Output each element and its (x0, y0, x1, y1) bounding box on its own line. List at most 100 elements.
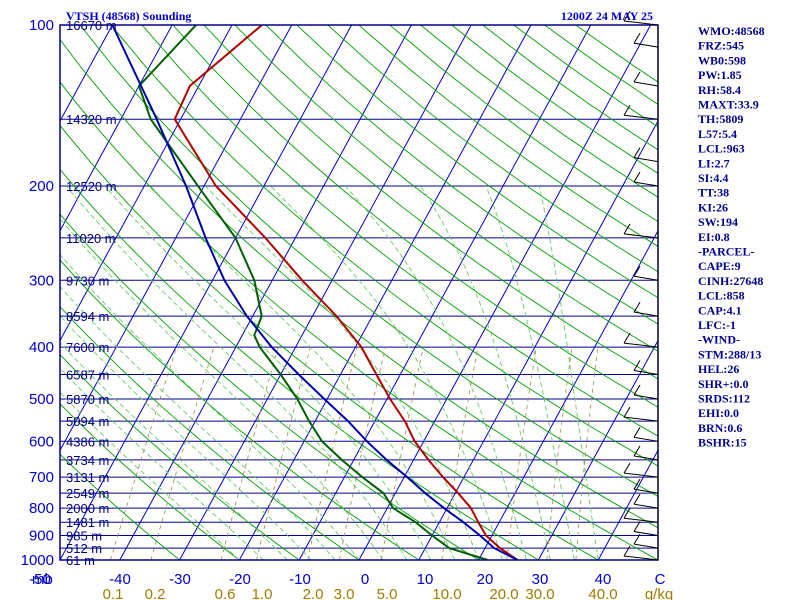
index-value: STM:288/13 (698, 347, 761, 361)
index-value: CINH:27648 (698, 274, 763, 288)
dry-adiabat-line (110, 25, 658, 467)
wind-barb (623, 416, 659, 422)
pressure-tick-label: 200 (29, 178, 54, 195)
wind-barb (633, 42, 659, 48)
index-value: KI:26 (698, 200, 728, 214)
dry-adiabat-line (60, 453, 180, 560)
isotherm-line (60, 25, 353, 560)
wind-barb-flag (633, 266, 641, 277)
index-value: CAPE:9 (698, 259, 741, 273)
mixing-ratio-line (380, 347, 424, 560)
index-value: LCL:858 (698, 289, 745, 303)
pressure-tick-label: 100 (29, 17, 54, 34)
wind-barb-flag (633, 478, 641, 490)
wind-barb (623, 20, 659, 26)
sounding-profiles (111, 25, 519, 560)
moist-adiabat-line (150, 185, 456, 560)
mixing-ratio-label: 0.6 (215, 586, 236, 600)
index-value: PW:1.85 (698, 68, 742, 82)
wind-barb-flag (633, 445, 641, 457)
wind-barb (633, 275, 659, 281)
wind-barb (623, 114, 659, 120)
mixing-ratio-label: 1.0 (252, 586, 273, 600)
temperature-tick-label: C (655, 571, 666, 588)
pressure-tick-label: 300 (29, 272, 54, 289)
wind-barb-flag (633, 301, 641, 313)
wind-barb-flag (623, 223, 631, 235)
isotherm-line (238, 25, 532, 560)
moist-adiabat-line (420, 185, 551, 560)
moist-adiabat-line (485, 185, 575, 560)
index-value: SW:194 (698, 215, 738, 229)
wind-barb-flag (633, 533, 641, 545)
moist-adiabat-line (60, 391, 240, 560)
index-value: WB0:598 (698, 53, 746, 67)
wind-barb-flag (633, 427, 641, 438)
index-value: CAP:4.1 (698, 303, 742, 317)
temperature-tick-label: 0 (361, 571, 369, 588)
wind-barb (633, 311, 659, 317)
isotherm-line (298, 25, 592, 560)
sounding-time: 1200Z 24 MAY 25 (561, 9, 653, 23)
wind-barb-flag (623, 104, 631, 116)
height-label: 1481 m (66, 515, 109, 530)
dry-adiabat-line (60, 259, 420, 560)
mixing-ratio-label: 10.0 (432, 586, 461, 600)
mixing-ratio-line (546, 347, 573, 560)
moist-adiabat-line (60, 218, 384, 560)
height-label: 11020 m (66, 231, 116, 246)
moist-adiabat-line (204, 185, 480, 560)
index-value: HEL:26 (698, 362, 739, 376)
chart-title: VTSH (48568) Sounding (66, 9, 191, 23)
height-label: 9730 m (66, 273, 109, 288)
height-label: 12520 m (66, 179, 117, 194)
height-label: 512 m (66, 541, 102, 556)
parcel-profile-line (111, 25, 518, 560)
index-value: SRDS:112 (698, 392, 750, 406)
wind-barb-flag (623, 545, 631, 557)
indices-panel: WMO:48568FRZ:545WB0:598PW:1.85RH:58.4MAX… (698, 24, 765, 450)
index-value: TH:5809 (698, 112, 743, 126)
index-value: SI:4.4 (698, 171, 728, 185)
wind-barb (633, 81, 659, 87)
wind-barb-flag (633, 32, 641, 44)
mixing-ratio-line (506, 347, 537, 560)
isotherm-line (478, 229, 658, 560)
index-value: SHR+:0.0 (698, 377, 749, 391)
dry-adiabat-line (60, 353, 300, 560)
index-value: WMO:48568 (698, 24, 765, 38)
height-label: 2549 m (66, 486, 109, 501)
isotherm-line (60, 25, 233, 342)
height-label: 16670 m (66, 18, 117, 33)
index-value: L57:5.4 (698, 127, 737, 141)
mixing-ratio-label: 30.0 (525, 586, 554, 600)
index-value: LFC:-1 (698, 318, 736, 332)
temperature-tick-label: 20 (477, 571, 494, 588)
index-value: TT:38 (698, 186, 729, 200)
wind-barb (633, 157, 659, 163)
mixing-ratio-line (256, 346, 311, 560)
mixing-ratio-line (339, 347, 386, 560)
index-value: -PARCEL- (698, 245, 754, 259)
dry-adiabat-line (60, 213, 479, 560)
pressure-tick-label: 400 (29, 339, 54, 356)
temperature-tick-label: 40 (595, 571, 612, 588)
wind-barb (633, 543, 659, 549)
wind-barb-flag (623, 10, 631, 22)
index-value: -WIND- (698, 333, 740, 347)
temperature-tick-label: -10 (289, 571, 311, 588)
dry-adiabat-line (60, 403, 240, 560)
temperature-tick-label: 30 (532, 571, 549, 588)
mixing-ratio-line (220, 346, 279, 560)
index-value: EHI:0.0 (698, 406, 739, 420)
thermo-grid (60, 25, 658, 560)
pressure-tick-label: 700 (29, 469, 54, 486)
height-label: 3131 m (66, 470, 109, 485)
dry-adiabat-line (203, 25, 658, 380)
isotherm-line (60, 25, 113, 123)
wind-barb (633, 436, 659, 442)
pressure-tick-label: 500 (29, 391, 54, 408)
wind-barb (633, 369, 659, 375)
wind-barb-flag (623, 507, 631, 519)
wind-barb (633, 488, 659, 494)
